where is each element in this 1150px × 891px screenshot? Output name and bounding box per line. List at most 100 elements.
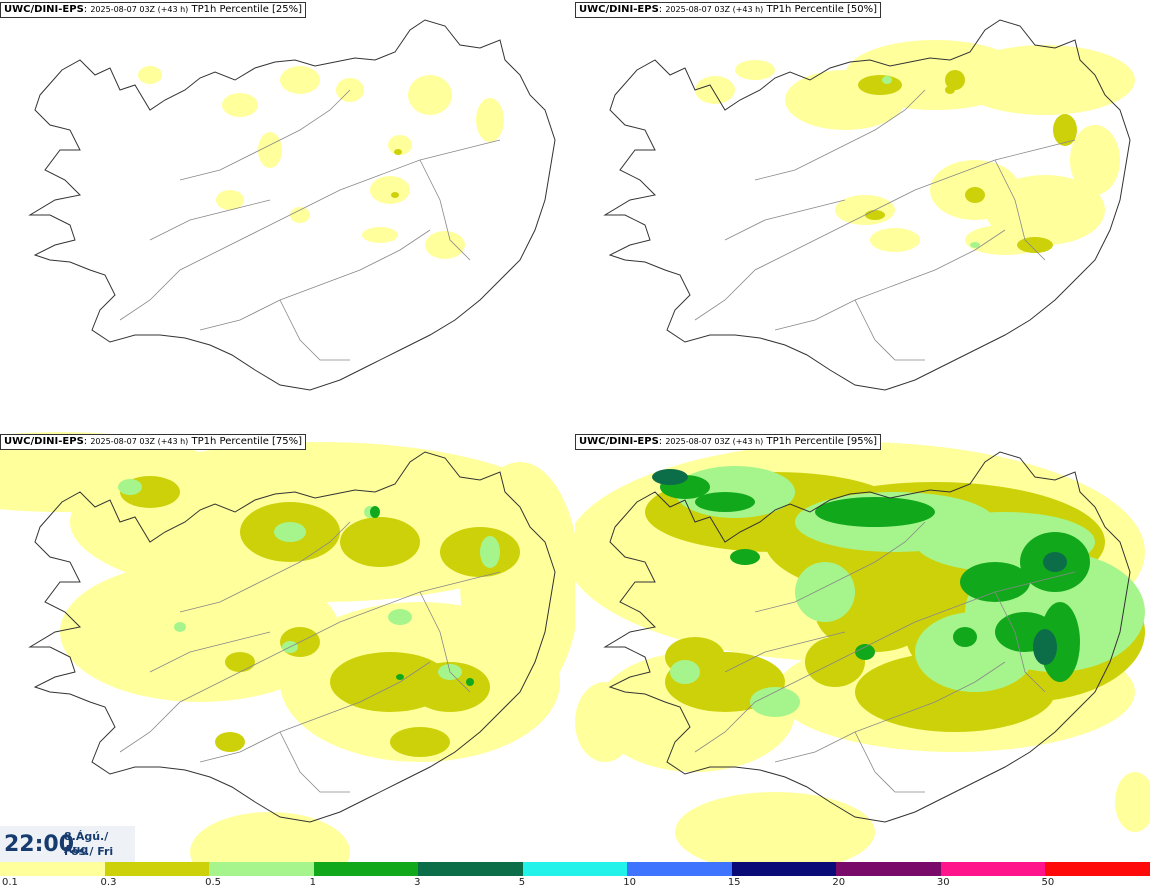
legend-swatch	[0, 862, 106, 876]
model-name: UWC/DINI-EPS	[579, 4, 659, 15]
precip-area	[222, 93, 258, 117]
variable-name: TP1h Percentile [25%]	[191, 4, 303, 15]
precip-area	[1017, 237, 1053, 253]
road-line	[774, 229, 1006, 331]
run-time: 2025-08-07 03Z (+43 h)	[90, 437, 189, 446]
precip-area	[953, 627, 977, 647]
precip-area	[258, 132, 282, 168]
precip-area	[396, 674, 404, 680]
precip-area	[174, 622, 186, 632]
precip-area	[735, 60, 775, 80]
color-legend: 0.1 0.3 0.5 1 3 5 10 15 20 30 50	[0, 862, 1150, 891]
panel-title: UWC/DINI-EPS: 2025-08-07 03Z (+43 h) TP1…	[0, 434, 307, 450]
precip-area	[750, 687, 800, 717]
road-line	[774, 661, 1006, 763]
legend-tick-label: 0.3	[100, 877, 117, 888]
precip-area	[960, 562, 1030, 602]
panel-title: UWC/DINI-EPS: 2025-08-07 03Z (+43 h) TP1…	[575, 434, 882, 450]
precip-area	[955, 45, 1135, 115]
precip-area	[882, 76, 892, 84]
road-line	[854, 299, 925, 361]
road-line	[694, 571, 1076, 753]
precip-area	[388, 609, 412, 625]
coastline	[28, 451, 556, 823]
precip-area	[970, 242, 980, 248]
model-name: UWC/DINI-EPS	[579, 436, 659, 447]
precip-area	[362, 227, 398, 243]
road-line	[279, 731, 350, 793]
road-line	[724, 199, 846, 241]
road-line	[149, 631, 271, 673]
precip-area	[408, 75, 452, 115]
variable-name: TP1h Percentile [50%]	[766, 4, 878, 15]
precip-area	[476, 98, 504, 142]
legend-swatch	[209, 862, 315, 876]
legend-tick-label: 1	[309, 877, 316, 888]
precip-area	[865, 210, 885, 220]
legend-tick-label: 20	[832, 877, 846, 888]
precip-area	[390, 727, 450, 757]
precip-area	[945, 86, 955, 94]
precip-area	[388, 135, 412, 155]
precip-area	[965, 187, 985, 203]
precip-area	[274, 522, 306, 542]
model-name: UWC/DINI-EPS	[4, 4, 84, 15]
road-line	[994, 159, 1046, 261]
panel-p25: UWC/DINI-EPS: 2025-08-07 03Z (+43 h) TP1…	[0, 0, 575, 432]
precip-area	[216, 190, 244, 210]
precip-area	[795, 562, 855, 622]
legend-swatch	[627, 862, 733, 876]
road-line	[754, 89, 926, 181]
model-name: UWC/DINI-EPS	[4, 436, 84, 447]
precip-area	[652, 469, 688, 485]
run-time: 2025-08-07 03Z (+43 h)	[665, 437, 764, 446]
precip-area	[215, 732, 245, 752]
valid-time: 22:00	[4, 832, 75, 857]
road-line	[419, 591, 471, 693]
precip-area	[858, 75, 902, 95]
panel-p50: UWC/DINI-EPS: 2025-08-07 03Z (+43 h) TP1…	[575, 0, 1150, 432]
precip-area	[100, 632, 180, 692]
valid-time-box: 22:00 8.Ágú./ Aug Fös./ Fri	[0, 826, 135, 862]
precip-area	[190, 812, 350, 864]
panel-p95: UWC/DINI-EPS: 2025-08-07 03Z (+43 h) TP1…	[575, 432, 1150, 864]
valid-weekday: Fös./ Fri	[64, 845, 114, 858]
road-line	[854, 731, 925, 793]
precip-area	[410, 662, 490, 712]
precip-area	[138, 66, 162, 84]
precip-area	[460, 462, 575, 702]
legend-tick-label: 5	[518, 877, 526, 888]
precip-area	[675, 792, 875, 864]
precip-area	[370, 176, 410, 204]
precip-area	[1043, 552, 1067, 572]
road-line	[724, 631, 846, 673]
legend-tick-label: 0.1	[2, 877, 18, 888]
road-line	[149, 199, 271, 241]
road-line	[754, 521, 926, 613]
precip-area	[695, 76, 735, 104]
legend-tick-label: 15	[727, 877, 741, 888]
precip-area	[815, 497, 935, 527]
legend-tick-label: 3	[414, 877, 421, 888]
precip-map	[28, 19, 556, 391]
coastline	[603, 19, 1131, 391]
run-time: 2025-08-07 03Z (+43 h)	[90, 5, 189, 14]
run-time: 2025-08-07 03Z (+43 h)	[665, 5, 764, 14]
legend-swatch	[313, 862, 420, 876]
legend-tick-label: 30	[936, 877, 950, 888]
precip-area	[225, 652, 255, 672]
precip-area	[1053, 114, 1077, 146]
precip-area	[1115, 772, 1150, 832]
precip-area	[280, 66, 320, 94]
coastline	[603, 451, 1131, 823]
precip-area	[340, 517, 420, 567]
precip-area	[394, 149, 402, 155]
precip-area	[695, 492, 755, 512]
precip-area	[370, 506, 380, 518]
legend-swatch	[104, 862, 211, 876]
panel-title: UWC/DINI-EPS: 2025-08-07 03Z (+43 h) TP1…	[0, 2, 307, 18]
precip-area	[730, 549, 760, 565]
panel-p75: UWC/DINI-EPS: 2025-08-07 03Z (+43 h) TP1…	[0, 432, 575, 864]
legend-swatch	[1045, 862, 1150, 876]
road-line	[199, 661, 431, 763]
